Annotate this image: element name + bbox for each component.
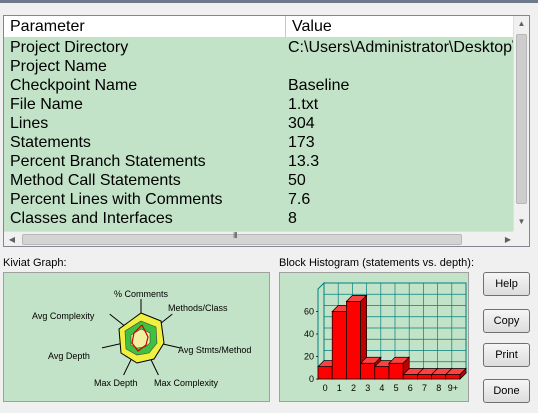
histogram-bar [317, 366, 333, 380]
kiviat-value-line [131, 324, 149, 352]
value-cell: 173 [288, 134, 315, 151]
list-header: Parameter Value [4, 16, 529, 38]
histogram-y-tick-label: 60 [304, 307, 314, 317]
histogram-x-tick-label: 8 [436, 383, 441, 393]
horizontal-scrollbar[interactable]: ◀ III ▶ [4, 231, 516, 246]
kiviat-axis-avg-stmts: Avg Stmts/Method [178, 345, 251, 355]
scroll-right-icon[interactable]: ▶ [504, 235, 512, 244]
table-row[interactable]: Percent Lines with Comments 7.6 [4, 190, 516, 209]
histogram-bar [445, 374, 461, 380]
kiviat-axis-methods-class: Methods/Class [168, 303, 228, 313]
histogram-x-tick-label: 5 [394, 383, 399, 393]
table-row[interactable]: Percent Branch Statements 13.3 [4, 152, 516, 171]
kiviat-panel: % Comments Methods/Class Avg Stmts/Metho… [3, 272, 270, 402]
histogram-bar [402, 374, 418, 380]
parameter-cell: Percent Lines with Comments [10, 191, 223, 208]
kiviat-axis-avg-depth: Avg Depth [48, 351, 90, 361]
histogram-x-tick-label: 2 [351, 383, 356, 393]
done-button[interactable]: Done [483, 379, 530, 403]
histogram-x-tick-label: 7 [422, 383, 427, 393]
parameter-cell: Classes and Interfaces [10, 210, 173, 227]
histogram-x-tick-label: 9+ [448, 383, 458, 393]
print-button[interactable]: Print [483, 343, 530, 367]
horizontal-scroll-thumb[interactable]: III [22, 231, 462, 245]
kiviat-graph: % Comments Methods/Class Avg Stmts/Metho… [32, 289, 251, 388]
table-row[interactable]: Checkpoint Name Baseline [4, 76, 516, 95]
vertical-scroll-thumb[interactable] [516, 34, 527, 204]
list-rows: Project Directory C:\Users\Administrator\… [4, 38, 516, 231]
histogram-bar-side [459, 367, 467, 380]
table-row[interactable]: Lines 304 [4, 114, 516, 133]
histogram-bar [388, 362, 404, 380]
table-row[interactable]: File Name 1.txt [4, 95, 516, 114]
kiviat-axis-max-complexity: Max Complexity [154, 378, 219, 388]
scroll-corner [513, 231, 529, 246]
table-row[interactable]: Project Directory C:\Users\Administrator\… [4, 38, 516, 57]
value-cell: C:\Users\Administrator\Desktop\1 [288, 39, 516, 56]
scroll-left-icon[interactable]: ◀ [8, 235, 16, 244]
table-row[interactable]: Statements 173 [4, 133, 516, 152]
histogram-y-tick-label: 0 [309, 374, 314, 384]
column-header-parameter[interactable]: Parameter [4, 16, 286, 37]
histogram-x-tick-label: 0 [323, 383, 328, 393]
histogram-bar [374, 366, 390, 380]
copy-button[interactable]: Copy [483, 309, 530, 333]
value-cell: 50 [288, 172, 306, 189]
histogram-label: Block Histogram (statements vs. depth): [279, 257, 475, 269]
histogram-bar [331, 311, 347, 380]
parameter-cell: File Name [10, 96, 83, 113]
kiviat-axis-avg-complexity: Avg Complexity [32, 311, 95, 321]
parameter-cell: Statements [10, 134, 91, 151]
parameter-cell: Lines [10, 115, 49, 132]
table-row[interactable]: Classes and Interfaces 8 [4, 209, 516, 228]
value-cell: 1.txt [288, 96, 319, 113]
value-cell: 8 [288, 210, 297, 227]
histogram-bar [360, 362, 376, 380]
value-cell: 304 [288, 115, 315, 132]
table-row[interactable]: Project Name [4, 57, 516, 76]
scroll-down-icon[interactable]: ▼ [517, 217, 526, 226]
value-cell: Baseline [288, 77, 350, 94]
histogram-x-tick-label: 6 [408, 383, 413, 393]
histogram-x-tick-label: 1 [337, 383, 342, 393]
kiviat-axis-max-depth: Max Depth [94, 378, 138, 388]
value-cell: 13.3 [288, 153, 320, 170]
value-cell: 7.6 [288, 191, 311, 208]
histogram-x-tick-label: 4 [379, 383, 384, 393]
vertical-scrollbar[interactable]: ▲ ▼ [513, 16, 529, 231]
parameter-cell: Percent Branch Statements [10, 153, 206, 170]
histogram-bar [431, 374, 447, 380]
scroll-grip-icon: III [233, 231, 238, 240]
window-top-border [0, 0, 538, 3]
histogram-bar [417, 374, 432, 380]
histogram-y-tick-label: 20 [304, 352, 314, 362]
histogram-x-tick-label: 3 [365, 383, 370, 393]
histogram-y-tick-label: 40 [304, 329, 314, 339]
parameter-cell: Project Directory [10, 39, 129, 56]
histogram-panel: 0 20 40 60 0 1 2 3 4 5 6 7 8 9+ [279, 272, 469, 402]
column-header-value[interactable]: Value [292, 18, 332, 35]
table-row[interactable]: Method Call Statements 50 [4, 171, 516, 190]
histogram-bar [346, 301, 361, 380]
parameter-cell: Project Name [10, 58, 107, 75]
metrics-list[interactable]: Parameter Value Project Directory C:\User… [3, 15, 530, 247]
kiviat-axis-comments: % Comments [114, 289, 169, 299]
kiviat-inner-ring [130, 328, 151, 349]
scroll-up-icon[interactable]: ▲ [517, 19, 526, 28]
help-button[interactable]: Help [483, 272, 530, 296]
parameter-cell: Checkpoint Name [10, 77, 138, 94]
kiviat-label: Kiviat Graph: [3, 257, 67, 269]
parameter-cell: Method Call Statements [10, 172, 181, 189]
